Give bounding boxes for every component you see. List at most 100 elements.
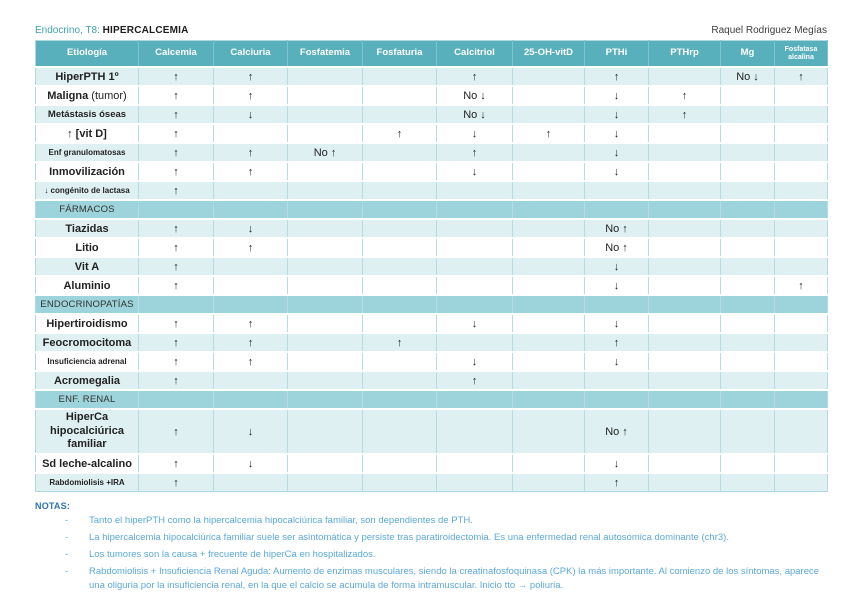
section-row: FÁRMACOS bbox=[35, 199, 828, 219]
table-cell: ↓ bbox=[213, 218, 288, 238]
table-cell: ↓ bbox=[584, 85, 649, 105]
table-cell bbox=[436, 275, 513, 295]
table-cell: ↑ bbox=[584, 472, 649, 492]
table-cell: ↑ bbox=[138, 351, 214, 371]
table-cell bbox=[362, 351, 437, 371]
table-cell bbox=[512, 142, 585, 162]
table-cell bbox=[720, 85, 775, 105]
table-cell bbox=[362, 142, 437, 162]
row-label: Litio bbox=[35, 237, 139, 257]
row-label: HiperPTH 1º bbox=[35, 66, 139, 86]
table-row: Feocromocitoma ↑ ↑ ↑ ↑ bbox=[35, 332, 828, 352]
table-cell: ↑ bbox=[512, 123, 585, 143]
table-cell: ↓ bbox=[213, 453, 288, 473]
table-cell bbox=[774, 472, 828, 492]
table-cell bbox=[512, 180, 585, 200]
table-cell: ↑ bbox=[138, 237, 214, 257]
table-cell bbox=[362, 370, 437, 390]
table-cell bbox=[512, 104, 585, 124]
table-row: Tiazidas ↑ ↓ No ↑ bbox=[35, 218, 828, 238]
table-cell bbox=[720, 161, 775, 181]
table-cell bbox=[436, 199, 513, 219]
note-bullet: - bbox=[65, 566, 69, 578]
table-row: ↓ congénito de lactasa ↑ bbox=[35, 180, 828, 200]
table-cell bbox=[436, 180, 513, 200]
row-label: Rabdomiolisis +IRA bbox=[35, 472, 139, 492]
table-row: Inmovilización ↑ ↑ ↓ ↓ bbox=[35, 161, 828, 181]
table-cell: No ↑ bbox=[584, 218, 649, 238]
table-cell: ↑ bbox=[138, 123, 214, 143]
table-cell: ↑ bbox=[138, 142, 214, 162]
table-cell bbox=[213, 123, 288, 143]
table-cell bbox=[648, 256, 721, 276]
row-label: Sd leche-alcalino bbox=[35, 453, 139, 473]
note-bullet: - bbox=[65, 549, 69, 561]
table-cell bbox=[436, 408, 513, 454]
table-cell: ↑ bbox=[138, 275, 214, 295]
table-cell: ↓ bbox=[584, 161, 649, 181]
table-cell: ↓ bbox=[584, 123, 649, 143]
table-cell: ↓ bbox=[213, 104, 288, 124]
table-cell bbox=[512, 294, 585, 314]
table-row: Aluminio ↑ ↓ ↑ bbox=[35, 275, 828, 295]
table-cell bbox=[512, 408, 585, 454]
column-header: PTHrp bbox=[648, 40, 721, 67]
column-header: Fosfatasa alcalina bbox=[774, 40, 828, 67]
table-cell bbox=[287, 256, 363, 276]
table-row: Enf granulomatosas ↑ ↑ No ↑ ↑ ↓ bbox=[35, 142, 828, 162]
row-label: ↓ congénito de lactasa bbox=[35, 180, 139, 200]
table-cell bbox=[720, 389, 775, 409]
row-label: ENDOCRINOPATÍAS bbox=[35, 294, 139, 314]
table-cell bbox=[720, 256, 775, 276]
table-cell bbox=[362, 472, 437, 492]
row-label: ↑ [vit D] bbox=[35, 123, 139, 143]
table-cell bbox=[362, 161, 437, 181]
table-cell bbox=[512, 218, 585, 238]
table-cell bbox=[648, 161, 721, 181]
table-cell bbox=[287, 104, 363, 124]
table-cell: ↑ bbox=[138, 370, 214, 390]
table-cell: ↓ bbox=[584, 351, 649, 371]
table-cell: No ↓ bbox=[436, 85, 513, 105]
table-cell: ↑ bbox=[213, 85, 288, 105]
table-cell bbox=[720, 199, 775, 219]
table-cell bbox=[362, 275, 437, 295]
table-cell bbox=[287, 370, 363, 390]
table-cell bbox=[213, 180, 288, 200]
table-row: HiperPTH 1º ↑ ↑ ↑ ↑ No ↓ ↑ bbox=[35, 66, 828, 86]
table-cell bbox=[648, 123, 721, 143]
row-label: FÁRMACOS bbox=[35, 199, 139, 219]
table-cell: ↓ bbox=[436, 351, 513, 371]
note-text: Los tumores son la causa + frecuente de … bbox=[89, 549, 376, 561]
table-cell bbox=[512, 256, 585, 276]
table-cell: ↑ bbox=[213, 66, 288, 86]
table-cell: ↑ bbox=[213, 142, 288, 162]
table-cell bbox=[362, 199, 437, 219]
note-bullet: - bbox=[65, 532, 69, 544]
table-cell bbox=[287, 332, 363, 352]
row-label: HiperCa hipocalciúrica familiar bbox=[35, 408, 139, 454]
table-cell bbox=[287, 161, 363, 181]
table-cell: ↓ bbox=[436, 123, 513, 143]
table-cell bbox=[584, 370, 649, 390]
note-item: - Tanto el hiperPTH como la hipercalcemia… bbox=[35, 514, 827, 528]
table-cell bbox=[287, 180, 363, 200]
table-row: Sd leche-alcalino ↑ ↓ ↓ bbox=[35, 453, 828, 473]
table-cell bbox=[648, 370, 721, 390]
table-cell: No ↓ bbox=[720, 66, 775, 86]
table-cell: ↓ bbox=[436, 161, 513, 181]
table-cell bbox=[774, 351, 828, 371]
table-cell bbox=[362, 453, 437, 473]
table-cell: ↑ bbox=[138, 256, 214, 276]
table-cell: ↑ bbox=[213, 332, 288, 352]
table-cell bbox=[774, 218, 828, 238]
title-bar: Endocrino, T8: HIPERCALCEMIA Raquel Rodr… bbox=[35, 25, 827, 36]
table-cell bbox=[648, 389, 721, 409]
table-header-row: Etiología Calcemia Calciuria Fosfatemia Fosf… bbox=[35, 40, 828, 67]
table-cell bbox=[720, 332, 775, 352]
table-cell bbox=[512, 351, 585, 371]
row-label: Feocromocitoma bbox=[35, 332, 139, 352]
table-cell bbox=[362, 66, 437, 86]
table-cell bbox=[774, 161, 828, 181]
table-cell: No ↑ bbox=[584, 408, 649, 454]
